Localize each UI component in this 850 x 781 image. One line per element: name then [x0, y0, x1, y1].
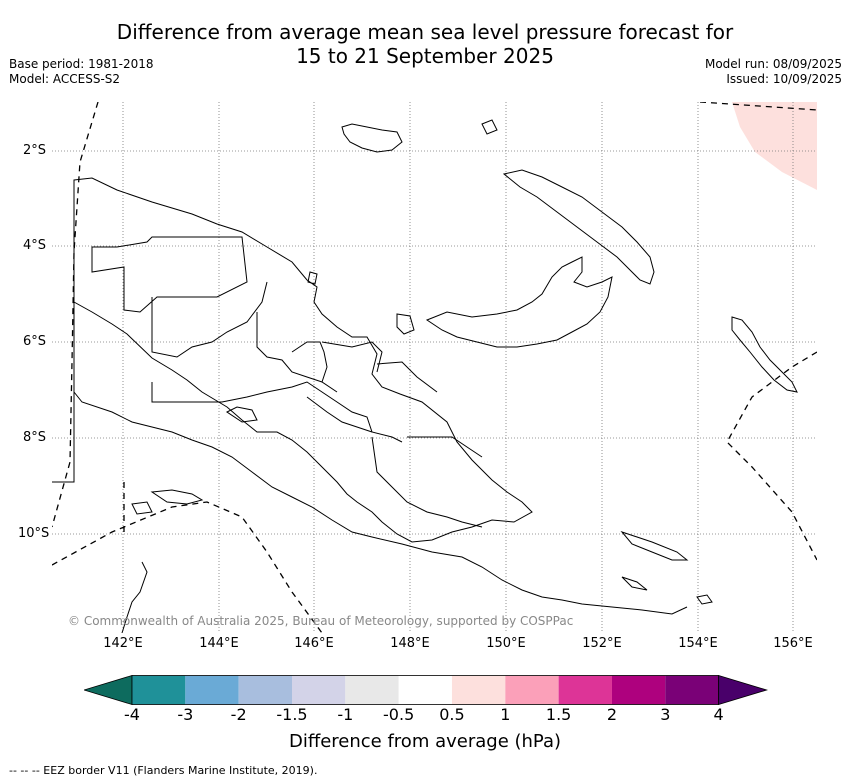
landmass [52, 119, 798, 633]
colorbar-extend-high [718, 674, 769, 706]
lat-label-4s: 4°S [22, 238, 46, 253]
colorbar-segment [132, 675, 186, 705]
colorbar-extend-low [82, 674, 133, 706]
colorbar-tick-label: -1 [337, 705, 354, 724]
lon-label-148e: 148°E [390, 636, 430, 651]
colorbar-segment [345, 675, 399, 705]
meta-left: Base period: 1981-2018 Model: ACCESS-S2 [9, 57, 154, 87]
colorbar-tick-label: 1.5 [545, 705, 572, 724]
lat-label-10s: 10°S [18, 526, 50, 541]
lon-label-156e: 156°E [773, 636, 813, 651]
pressure-anomaly-area [732, 102, 817, 190]
colorbar-tick-label: 4 [713, 705, 724, 724]
lon-label-154e: 154°E [678, 636, 718, 651]
lon-label-150e: 150°E [486, 636, 526, 651]
colorbar-segment [665, 675, 719, 705]
copyright-notice: © Commonwealth of Australia 2025, Bureau… [68, 614, 574, 628]
map-title: Difference from average mean sea level p… [0, 20, 850, 68]
title-line-1: Difference from average mean sea level p… [116, 20, 734, 44]
colorbar-tick-label: 1 [500, 705, 511, 724]
colorbar-segment [505, 675, 559, 705]
eez-borders [52, 102, 817, 633]
colorbar-segment [185, 675, 239, 705]
base-period: Base period: 1981-2018 [9, 57, 154, 71]
graticule [52, 102, 817, 633]
model-name: Model: ACCESS-S2 [9, 72, 121, 86]
lon-label-146e: 146°E [294, 636, 334, 651]
colorbar-tick-label: 2 [606, 705, 618, 724]
lat-label-2s: 2°S [22, 143, 46, 158]
model-run: Model run: 08/09/2025 [704, 57, 842, 71]
colorbar-segment [398, 675, 452, 705]
colorbar-segment [611, 675, 666, 705]
colorbar-tick-label: -1.5 [276, 705, 308, 724]
map-canvas [52, 102, 817, 633]
colorbar-segment [558, 675, 612, 705]
title-line-2: 15 to 21 September 2025 [296, 44, 554, 68]
colorbar-segment [451, 675, 506, 705]
meta-right: Model run: 08/09/2025 Issued: 10/09/2025 [705, 57, 842, 87]
issued-date: Issued: 10/09/2025 [726, 72, 842, 86]
colorbar-segment [291, 675, 346, 705]
lat-label-8s: 8°S [22, 430, 46, 445]
colorbar-label: Difference from average (hPa) [288, 731, 562, 752]
colorbar-tick-label: 0.5 [439, 705, 465, 724]
lon-label-152e: 152°E [582, 636, 622, 651]
eez-legend-note: -- -- -- EEZ border V11 (Flanders Marine… [9, 764, 318, 777]
colorbar-tick-label: 3 [660, 705, 671, 724]
lat-label-6s: 6°S [22, 334, 46, 349]
colorbar-tick-label: -3 [177, 705, 194, 724]
colorbar-tick-label: -0.5 [383, 705, 415, 724]
colorbar-svg [82, 674, 769, 706]
lon-label-142e: 142°E [103, 636, 143, 651]
map-panel[interactable] [52, 102, 817, 633]
colorbar-tick-label: -4 [124, 705, 140, 724]
colorbar [82, 674, 769, 706]
lon-label-144e: 144°E [199, 636, 239, 651]
colorbar-segment [238, 675, 292, 705]
colorbar-tick-label: -2 [230, 705, 247, 724]
